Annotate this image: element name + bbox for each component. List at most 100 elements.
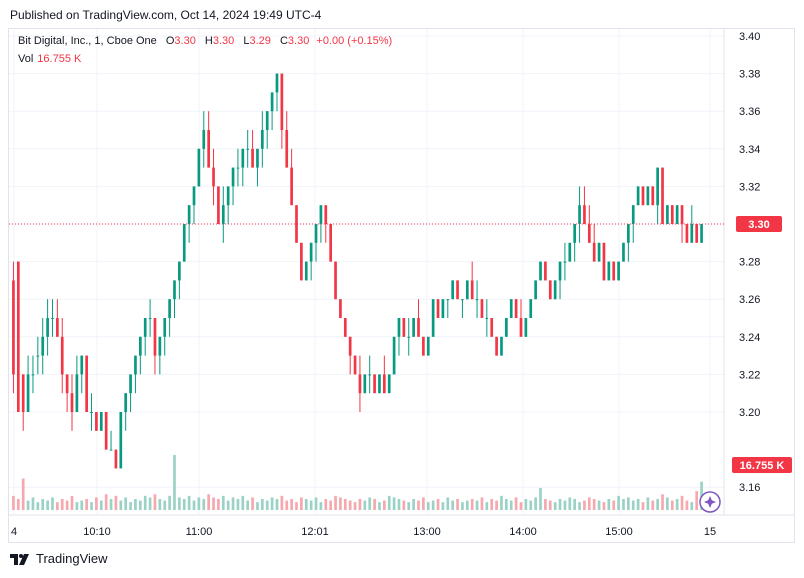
candle-body [163,318,167,337]
candle-body [583,205,586,224]
candle-body [514,299,518,318]
volume-legend: Vol 16.755 K [18,53,81,65]
volume-bar [270,497,274,510]
x-tick-label: 11:00 [186,526,213,538]
candle-body [197,148,201,187]
candle-body [363,374,367,394]
volume-bar [392,497,396,510]
legend-close-label: C [279,35,288,47]
candle-body [182,224,186,262]
candle-body [65,374,69,394]
candle-body [251,148,254,168]
candle-body [456,280,459,300]
candle-body [129,374,132,394]
candle-body [70,393,74,412]
candle-body [324,205,328,224]
volume-bar [99,500,103,510]
candle-body [192,186,196,206]
candle-body [451,280,455,300]
candle-body [41,336,45,356]
candle-body [275,73,279,93]
candle-body [290,167,293,206]
candle-body [417,318,420,337]
candle-body [26,374,30,412]
volume-bar [417,500,420,510]
volume-bar [592,499,596,510]
volume-bar [114,495,118,510]
candle-body [509,299,513,318]
candle-body [158,336,162,356]
volume-bar [12,495,15,510]
candle-body [304,261,308,281]
volume-bar [641,502,645,510]
candle-body [587,224,591,243]
candle-body [578,205,581,224]
legend-open-label: O [165,35,175,47]
candle-body [465,280,469,300]
volume-bar [627,497,630,510]
y-tick-label: 3.38 [739,69,760,81]
candle-body [51,318,54,319]
volume-bar [675,499,679,510]
candle-body [402,318,406,337]
volume-bar [148,497,152,510]
y-tick-label: 3.20 [739,407,760,419]
candle-body [246,148,250,150]
volume-bar [412,499,415,510]
volume-bar [168,495,171,510]
candlestick-chart[interactable]: 3.40 3.38 3.36 3.34 3.32 3.30 3.28 3.26 3.24 3.22… [9,29,795,542]
candle-body [641,186,645,206]
volume-bar [490,499,494,510]
candle-body [436,299,440,318]
candle-body [505,318,508,337]
candle-body [339,299,342,318]
candle-body [670,205,674,224]
candle-body [695,224,699,243]
volume-bar [368,497,372,510]
candle-body [95,412,98,431]
volume-bar [602,502,606,510]
volume-bar [256,502,259,510]
chart-frame [8,28,795,543]
candle-body [280,73,284,130]
x-tick-label: 10:10 [83,526,111,538]
x-tick-label: 15 [704,526,716,538]
x-tick-label: 4 [11,526,17,538]
volume-bar [129,502,132,510]
volume-bar [304,499,308,510]
volume-bar [397,499,401,510]
candle-body [636,186,640,206]
x-tick-label: 14:00 [509,526,537,538]
volume-bar [163,500,167,510]
volume-bar [587,497,591,510]
candle-body [329,224,333,262]
volume-bar [202,499,206,510]
volume-bar [217,499,220,510]
candle-body [153,318,157,356]
candle-body [700,224,703,243]
candle-body [431,299,435,337]
candle-body [519,318,523,337]
volume-bar [373,499,376,510]
tradingview-brand[interactable]: TradingView [10,551,108,566]
volume-bar [260,499,264,510]
legend-open-value: 3.30 [174,35,196,47]
x-tick-label: 15:00 [605,526,633,538]
volume-bar [387,495,391,510]
candle-body [319,205,323,224]
legend-high-label: H [204,35,213,47]
volume-bar [339,497,342,510]
candle-body [16,261,20,412]
candle-body [46,318,49,337]
volume-bar [31,497,35,510]
candle-body [534,280,537,300]
volume-bar [46,500,49,510]
candle-body [168,299,171,318]
candle-body [651,186,655,206]
volume-bar [583,500,586,510]
candle-body [236,167,240,169]
volume-bar [485,502,489,510]
volume-bar [646,497,650,510]
candle-body [85,355,88,412]
volume-bar [573,499,577,510]
